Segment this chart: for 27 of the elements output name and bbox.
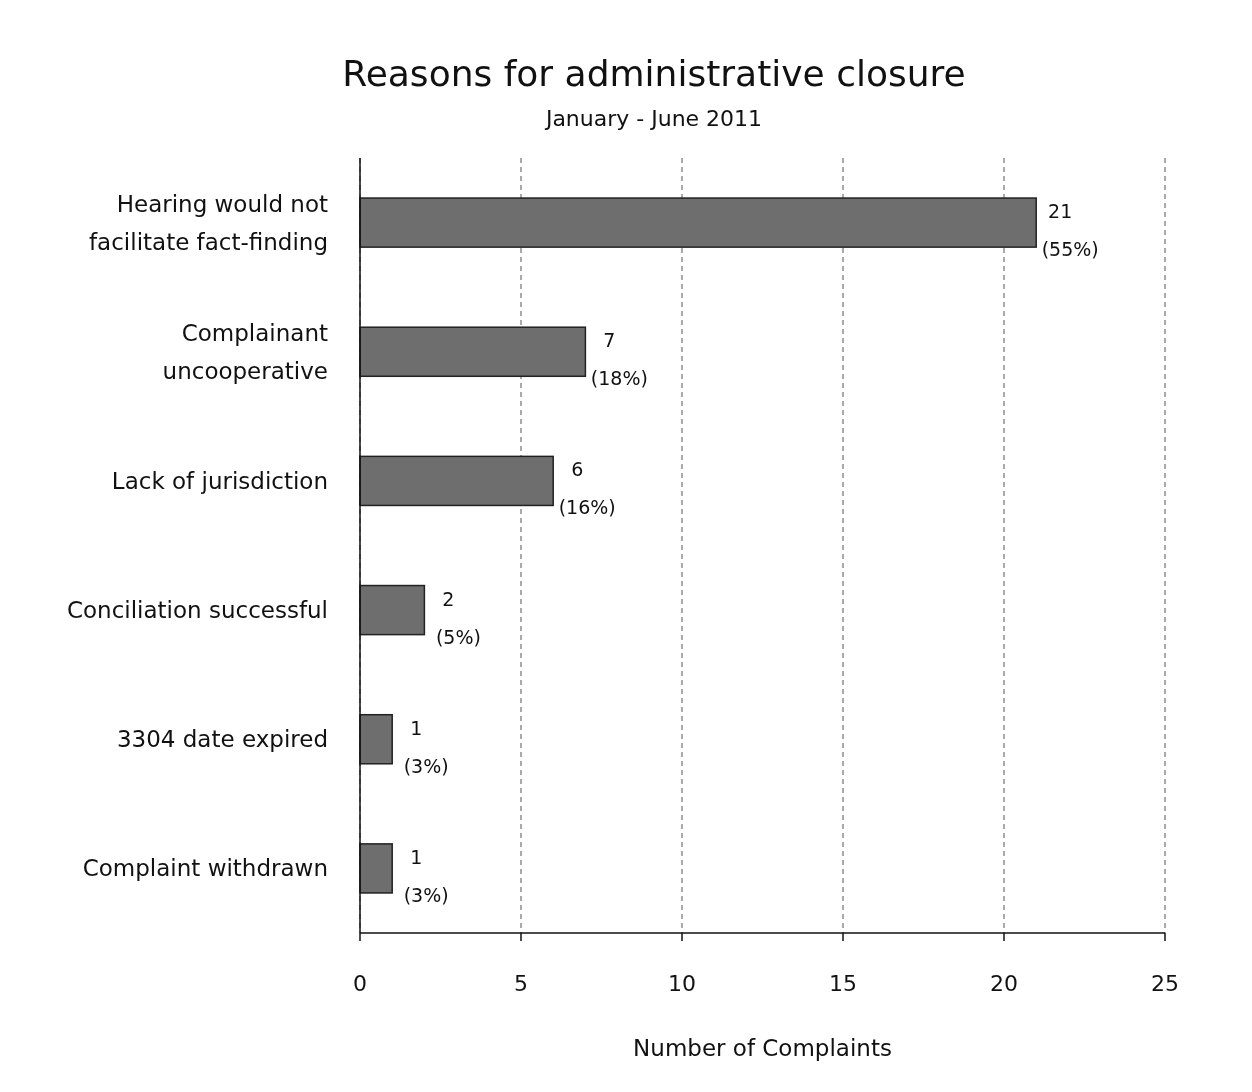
x-tick-label: 5 xyxy=(514,971,528,996)
x-tick-label: 15 xyxy=(829,971,857,996)
y-tick-label: Lack of jurisdiction xyxy=(111,467,328,494)
x-axis-title: Number of Complaints xyxy=(633,1035,892,1061)
bar xyxy=(359,326,587,378)
data-label: 2 (5%) xyxy=(435,587,481,648)
bar xyxy=(359,584,426,636)
data-label: 6 (16%) xyxy=(558,458,616,519)
y-tick-label: Hearing would not facilitate fact-finding xyxy=(89,190,328,255)
bar xyxy=(359,843,393,894)
y-tick-label: Complainant uncooperative xyxy=(162,319,328,384)
data-label: 1 (3%) xyxy=(403,845,449,906)
x-tick-label: 0 xyxy=(353,971,367,996)
data-label: 7 (18%) xyxy=(590,329,648,390)
chart-subtitle: January - June 2011 xyxy=(543,106,763,131)
bar xyxy=(359,713,393,765)
x-tick-label: 20 xyxy=(990,971,1018,996)
bar xyxy=(359,197,1037,248)
y-tick-label: Complaint withdrawn xyxy=(82,855,328,882)
data-label: 1 (3%) xyxy=(403,716,449,777)
bar xyxy=(359,455,554,507)
x-tick-label: 25 xyxy=(1151,971,1179,996)
chart-title: Reasons for administrative closure xyxy=(342,53,966,94)
x-tick-label: 10 xyxy=(668,971,696,996)
data-label: 21 (55%) xyxy=(1041,200,1099,261)
y-tick-label: Conciliation successful xyxy=(66,597,328,624)
y-tick-label: 3304 date expired xyxy=(116,726,328,753)
